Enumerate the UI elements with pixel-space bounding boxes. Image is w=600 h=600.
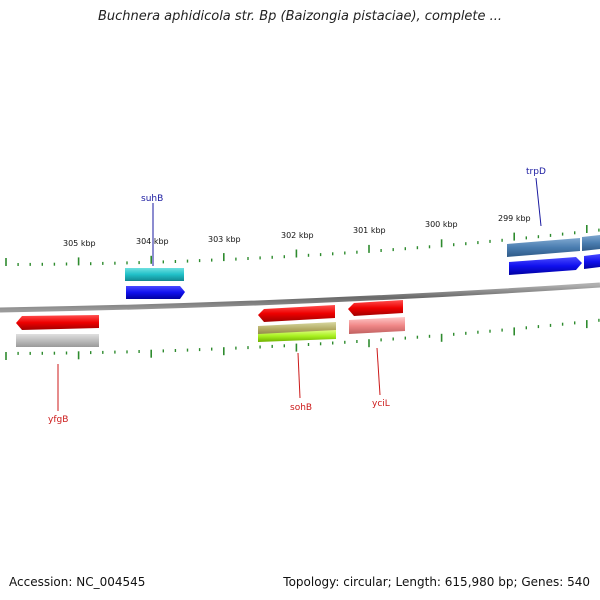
kbp-label-303: 303 kbp: [208, 235, 241, 244]
gene-label-yfgB: yfgB: [48, 415, 68, 425]
kbp-labels: 305 kbp 304 kbp 303 kbp 302 kbp 301 kbp …: [63, 214, 531, 248]
topology-summary: Topology: circular; Length: 615,980 bp; …: [283, 575, 590, 589]
callout-trpD: [535, 177, 542, 227]
gene-trpD-feature-2[interactable]: [582, 235, 600, 251]
gene-yfgB-cds[interactable]: [16, 315, 99, 330]
gene-trpD-feature[interactable]: [507, 238, 580, 257]
gene-trpD-cds-2[interactable]: [584, 254, 600, 269]
callout-sohB: [297, 352, 301, 399]
gene-label-suhB: suhB: [141, 194, 163, 204]
gene-trpD-cds[interactable]: [509, 257, 582, 275]
gene-sohB-feature-2[interactable]: [258, 330, 336, 342]
gene-suhB-cds[interactable]: [126, 286, 185, 299]
gene-yfgB-feature[interactable]: [16, 334, 99, 347]
gene-label-sohB: sohB: [290, 403, 312, 413]
kbp-label-305: 305 kbp: [63, 239, 96, 248]
reverse-strand-genes: [16, 300, 405, 347]
gene-sohB-cds[interactable]: [258, 305, 335, 322]
forward-scale-ticks: [5, 225, 600, 266]
gene-labels: suhB trpD yfgB sohB yciL: [48, 167, 546, 425]
kbp-label-302: 302 kbp: [281, 231, 314, 240]
gene-suhB-feature[interactable]: [125, 268, 184, 281]
gene-label-yciL: yciL: [372, 399, 390, 409]
kbp-label-300: 300 kbp: [425, 220, 458, 229]
sequence-backbone: [0, 282, 600, 313]
gene-yciL-feature[interactable]: [349, 317, 405, 334]
kbp-label-304: 304 kbp: [136, 237, 169, 246]
map-title: Buchnera aphidicola str. Bp (Baizongia p…: [97, 9, 503, 24]
forward-strand-genes: [125, 235, 600, 299]
gene-callouts: [57, 177, 542, 411]
kbp-label-301: 301 kbp: [353, 226, 386, 235]
kbp-label-299: 299 kbp: [498, 214, 531, 223]
gene-yciL-cds[interactable]: [348, 300, 403, 316]
callout-yciL: [376, 347, 381, 396]
reverse-scale-ticks: [5, 318, 600, 360]
accession-text: Accession: NC_004545: [9, 575, 146, 589]
gene-label-trpD: trpD: [526, 167, 546, 177]
